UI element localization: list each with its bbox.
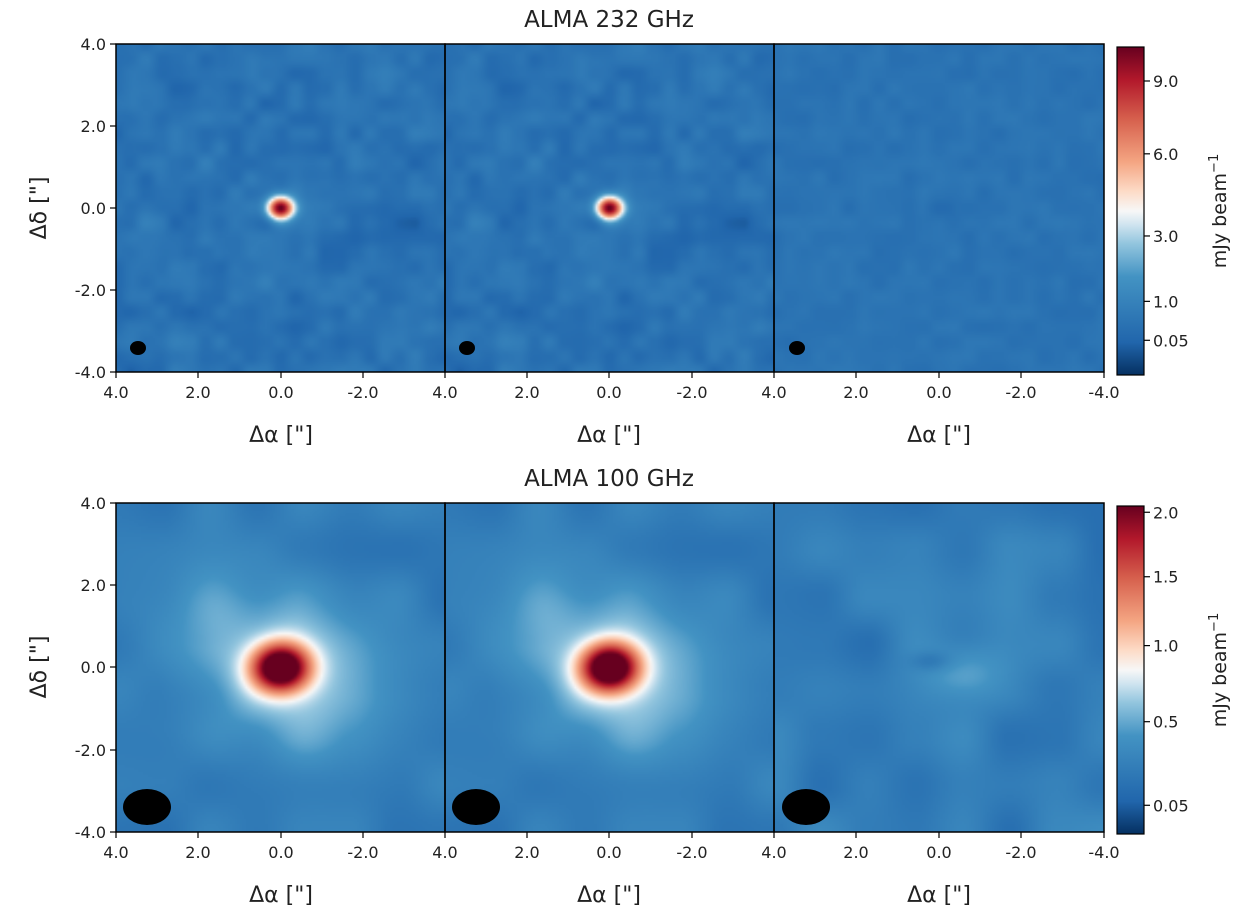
x-tick-label: 4.0 — [103, 843, 128, 862]
y-axis: 4.0 2.0 0.0 -2.0 -4.0 Δδ ["] — [27, 35, 116, 382]
x-tick-label: 0.0 — [926, 843, 951, 862]
beam-ellipse — [452, 789, 500, 825]
y-axis-label: Δδ ["] — [27, 636, 52, 699]
x-axis: 4.0 2.0 0.0 -2.0 4.0 2.0 0.0 -2.0 4.0 2.… — [103, 372, 1120, 448]
x-tick-label: 0.0 — [268, 383, 293, 402]
y-axis-label: Δδ ["] — [27, 177, 52, 240]
x-axis-label: Δα ["] — [577, 423, 641, 448]
colorbar-gradient — [1116, 46, 1145, 376]
y-tick-label: 4.0 — [81, 494, 106, 513]
colorbar-label-sup: −1 — [1207, 154, 1222, 173]
x-tick-label: -2.0 — [1005, 843, 1036, 862]
x-tick-label: 2.0 — [185, 843, 210, 862]
colorbar-label-sup: −1 — [1207, 613, 1222, 632]
x-tick-label: -4.0 — [1088, 843, 1119, 862]
beam-ellipse — [789, 341, 805, 355]
colorbar-tick-label: 1.0 — [1153, 637, 1178, 656]
chart-title: ALMA 100 GHz — [524, 466, 694, 492]
x-tick-label: 4.0 — [432, 843, 457, 862]
map-panel-image — [116, 503, 445, 832]
x-tick-label: 4.0 — [761, 843, 786, 862]
x-axis-label: Δα ["] — [577, 883, 641, 908]
y-tick-label: 2.0 — [81, 576, 106, 595]
x-tick-label: 2.0 — [185, 383, 210, 402]
y-axis: 4.0 2.0 0.0 -2.0 -4.0 Δδ ["] — [27, 494, 116, 842]
beam-ellipse — [123, 789, 171, 825]
colorbar-label-text: mJy beam — [1209, 632, 1231, 727]
map-panel-image — [774, 44, 1104, 372]
chart-title: ALMA 232 GHz — [524, 7, 694, 33]
x-tick-label: 2.0 — [843, 383, 868, 402]
colorbar-tick-label: 1.5 — [1153, 568, 1178, 587]
x-axis: 4.0 2.0 0.0 -2.0 4.0 2.0 0.0 -2.0 4.0 2.… — [103, 832, 1120, 908]
x-axis-label: Δα ["] — [249, 423, 313, 448]
x-tick-label: -4.0 — [1088, 383, 1119, 402]
colorbar-tick-label: 2.0 — [1153, 503, 1178, 522]
y-tick-label: -2.0 — [75, 281, 106, 300]
colorbar-tick-label: 1.0 — [1153, 292, 1178, 311]
colorbar: 9.0 6.0 3.0 1.0 0.05 mJy beam−1 — [1116, 46, 1231, 376]
x-tick-label: 2.0 — [843, 843, 868, 862]
x-tick-label: -2.0 — [347, 843, 378, 862]
y-tick-label: -4.0 — [75, 823, 106, 842]
colorbar-tick-label: 6.0 — [1153, 145, 1178, 164]
x-axis-label: Δα ["] — [907, 883, 971, 908]
colorbar-label: mJy beam−1 — [1207, 613, 1231, 727]
map-panel-image — [445, 44, 774, 372]
map-panel-image — [116, 44, 445, 372]
beam-ellipse — [130, 341, 146, 355]
map-panels — [115, 502, 1105, 833]
x-tick-label: 0.0 — [596, 843, 621, 862]
y-tick-label: 4.0 — [81, 35, 106, 54]
beam-ellipse — [459, 341, 475, 355]
x-tick-label: -2.0 — [1005, 383, 1036, 402]
x-tick-label: 0.0 — [596, 383, 621, 402]
x-axis-label: Δα ["] — [249, 883, 313, 908]
y-tick-label: 0.0 — [81, 199, 106, 218]
colorbar-tick-label: 9.0 — [1153, 72, 1178, 91]
y-tick-label: 2.0 — [81, 117, 106, 136]
x-axis-label: Δα ["] — [907, 423, 971, 448]
colorbar-tick-label: 0.5 — [1153, 713, 1178, 732]
x-tick-label: 4.0 — [432, 383, 457, 402]
x-tick-label: -2.0 — [347, 383, 378, 402]
x-tick-label: 0.0 — [926, 383, 951, 402]
map-panels — [115, 43, 1105, 373]
x-tick-label: 0.0 — [268, 843, 293, 862]
x-tick-label: 2.0 — [514, 383, 539, 402]
beam-ellipse — [782, 789, 830, 825]
colorbar-label: mJy beam−1 — [1207, 154, 1231, 268]
chart-232ghz: ALMA 232 GHz 4.0 2.0 0.0 -2.0 -4.0 Δδ ["… — [27, 7, 1231, 448]
map-panel-image — [445, 503, 774, 832]
colorbar-tick-label: 0.05 — [1153, 331, 1189, 350]
y-tick-label: -4.0 — [75, 363, 106, 382]
colorbar-tick-label: 0.05 — [1153, 796, 1189, 815]
chart-100ghz: ALMA 100 GHz 4.0 2.0 0.0 -2.0 -4.0 Δδ ["… — [27, 466, 1231, 908]
x-tick-label: -2.0 — [676, 383, 707, 402]
map-panel-image — [774, 503, 1104, 832]
x-tick-label: 4.0 — [103, 383, 128, 402]
x-tick-label: 4.0 — [761, 383, 786, 402]
colorbar-tick-label: 3.0 — [1153, 227, 1178, 246]
x-tick-label: 2.0 — [514, 843, 539, 862]
colorbar-gradient — [1116, 505, 1145, 835]
colorbar: 2.0 1.5 1.0 0.5 0.05 mJy beam−1 — [1116, 503, 1231, 835]
x-tick-label: -2.0 — [676, 843, 707, 862]
y-tick-label: -2.0 — [75, 741, 106, 760]
y-tick-label: 0.0 — [81, 658, 106, 677]
colorbar-label-text: mJy beam — [1209, 173, 1231, 268]
